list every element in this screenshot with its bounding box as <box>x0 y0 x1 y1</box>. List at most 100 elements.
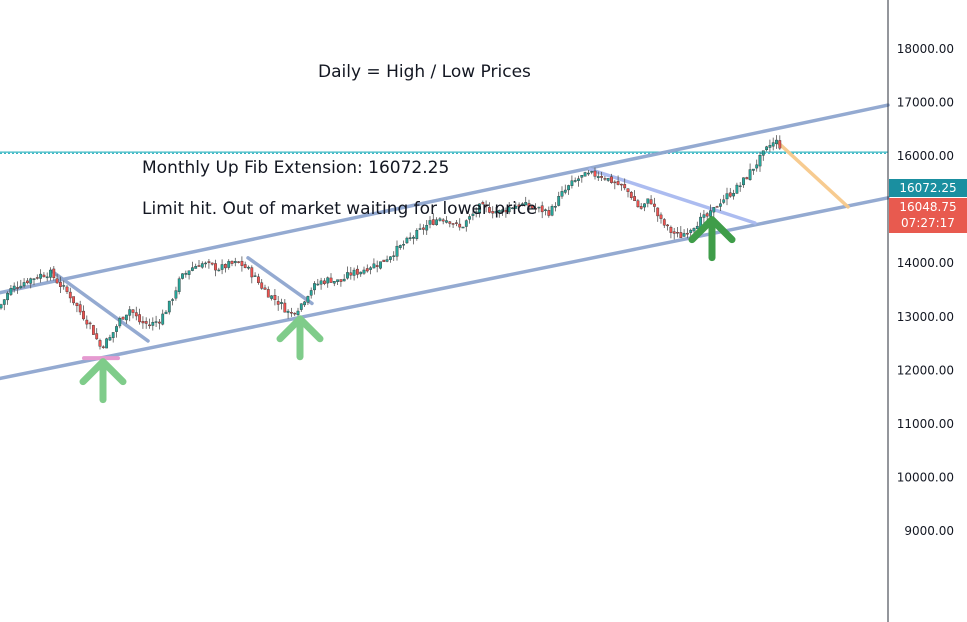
candle-body <box>352 269 356 276</box>
candle-body <box>197 265 201 267</box>
candle-body <box>616 181 620 185</box>
candle-body <box>243 264 247 268</box>
candle-body <box>402 243 405 246</box>
candle-body <box>49 269 52 278</box>
candle-body <box>217 269 221 272</box>
projection <box>776 140 850 209</box>
candle-body <box>758 155 762 167</box>
candle-body <box>583 172 587 177</box>
fib-price-label: 16072.25 <box>899 181 957 195</box>
y-tick-label: 13000.00 <box>897 310 954 324</box>
candle-body <box>250 267 254 278</box>
horizontal-lines-layer <box>0 151 888 154</box>
arrow-2 <box>276 315 324 361</box>
candle-body <box>590 171 594 173</box>
fall-line-1 <box>50 269 150 343</box>
candle-body <box>342 278 346 282</box>
candle-body <box>121 316 125 320</box>
candle-body <box>131 309 135 313</box>
candle-body <box>306 296 310 303</box>
fall-line-3 <box>588 167 757 225</box>
candle-body <box>656 207 660 217</box>
candle-body <box>497 210 501 213</box>
candle-body <box>705 213 709 217</box>
y-tick-label: 17000.00 <box>897 95 954 109</box>
candle-body <box>646 198 650 204</box>
candle-body <box>481 202 485 205</box>
candle-body <box>728 192 732 197</box>
candle-body <box>273 295 277 301</box>
candle-body <box>39 273 43 279</box>
candle-body <box>415 230 419 239</box>
candle-body <box>425 224 429 231</box>
candle-body <box>167 300 171 313</box>
candle-body <box>488 207 491 213</box>
candle-body <box>659 214 663 219</box>
candle-body <box>613 181 617 184</box>
candle-body <box>2 299 6 305</box>
candle-body <box>593 170 597 177</box>
price-axis[interactable]: 9000.00 10000.00 11000.00 12000.00 13000.00 1… <box>897 0 954 538</box>
candle-body <box>148 324 151 327</box>
candle-body <box>296 310 300 315</box>
candle-body <box>610 176 613 183</box>
candle-body <box>253 275 257 277</box>
candle-body <box>771 142 775 147</box>
y-tick-label: 11000.00 <box>897 417 954 431</box>
candle-body <box>128 309 132 316</box>
candle-body <box>626 188 630 192</box>
candle-body <box>639 206 643 209</box>
candle-body <box>329 277 333 283</box>
candle-body <box>501 209 504 213</box>
candle-body <box>606 178 610 181</box>
candle-body <box>161 313 165 325</box>
candle-body <box>761 150 765 156</box>
candle-body <box>666 224 670 227</box>
candle-body <box>392 255 396 257</box>
candle-body <box>530 205 534 209</box>
candle-body <box>280 302 283 304</box>
candle-body <box>184 272 188 275</box>
candle-body <box>448 221 452 224</box>
candle-body <box>514 205 518 209</box>
arrow-1 <box>79 358 127 404</box>
candle-body <box>319 280 323 285</box>
candle-body <box>702 214 706 218</box>
candle-body <box>653 203 656 207</box>
candle-body <box>266 289 270 298</box>
candle-body <box>676 232 679 234</box>
candle-body <box>431 219 435 225</box>
candle-body <box>85 319 89 325</box>
chart-title: Daily = High / Low Prices <box>318 62 531 82</box>
candle-body <box>35 277 39 279</box>
candle-body <box>32 278 36 280</box>
candle-body <box>187 270 191 275</box>
candle-body <box>577 178 580 181</box>
candle-body <box>105 338 109 349</box>
candle-body <box>689 229 693 233</box>
arrow-3 <box>688 216 736 262</box>
candle-body <box>134 312 138 317</box>
last-price-tag: 16048.75 07:27:17 <box>889 198 967 233</box>
candle-body <box>309 290 313 296</box>
candle-body <box>223 264 227 269</box>
limit-hit-note: Limit hit. Out of market waiting for low… <box>142 199 537 219</box>
candle-body <box>560 191 564 197</box>
lower-channel <box>0 196 890 381</box>
candle-body <box>372 263 376 269</box>
upper-channel <box>0 103 890 295</box>
candle-body <box>118 318 122 327</box>
candle-body <box>669 226 673 233</box>
candle-body <box>623 184 627 189</box>
candle-body <box>464 220 468 227</box>
candle-body <box>299 303 303 310</box>
candle-body <box>385 259 389 262</box>
candle-body <box>491 211 495 214</box>
markers-layer <box>79 216 736 404</box>
candle-body <box>408 237 412 239</box>
candle-body <box>65 286 69 292</box>
candle-body <box>643 203 646 208</box>
candle-body <box>649 199 653 205</box>
y-tick-label: 16000.00 <box>897 149 954 163</box>
